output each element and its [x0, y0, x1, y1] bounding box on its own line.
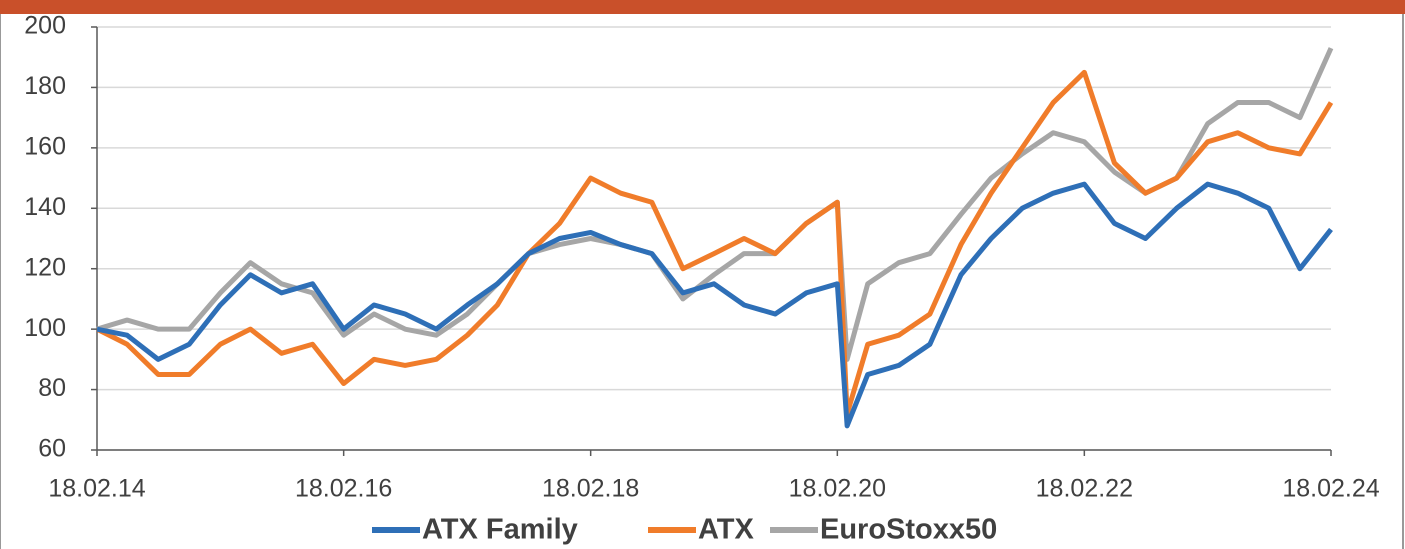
legend-label: ATX	[698, 514, 755, 546]
y-tick-label: 200	[24, 12, 66, 40]
y-tick-label: 180	[24, 72, 66, 100]
x-tick-label: 18.02.14	[48, 475, 145, 503]
x-tick-label: 18.02.22	[1036, 475, 1133, 503]
legend-label: EuroStoxx50	[820, 514, 997, 546]
series-line	[95, 69, 1334, 417]
y-tick-label: 60	[38, 435, 66, 463]
series-line	[96, 181, 1333, 429]
x-tick-label: 18.02.18	[542, 475, 639, 503]
title-bar	[0, 0, 1405, 14]
y-tick-label: 140	[24, 193, 66, 221]
y-tick-label: 100	[24, 314, 66, 342]
y-tick-label: 80	[38, 374, 66, 402]
y-tick-label: 120	[24, 253, 66, 281]
x-tick-label: 18.02.24	[1282, 475, 1379, 503]
legend-label: ATX Family	[422, 514, 578, 546]
x-tick-label: 18.02.16	[295, 475, 392, 503]
x-tick-label: 18.02.20	[789, 475, 886, 503]
series-line	[96, 47, 1334, 362]
y-tick-label: 160	[24, 132, 66, 160]
